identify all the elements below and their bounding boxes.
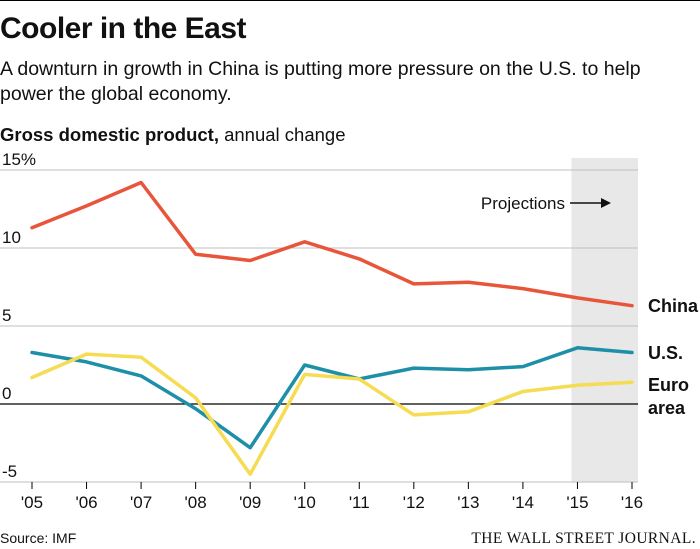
- series-label-china: China: [648, 296, 699, 316]
- projections-band: [571, 158, 638, 482]
- source-note: Source: IMF: [0, 530, 77, 546]
- chart-subtitle: A downturn in growth in China is putting…: [0, 58, 641, 105]
- gridlines: [0, 169, 638, 483]
- series-label-us: U.S.: [648, 343, 683, 363]
- x-axis-ticks: '05 '06 '07 '08 '09 '10 '11 '12 '13 '14 '15 '16: [21, 482, 643, 512]
- wsj-logo: THE WALL STREET JOURNAL.: [471, 530, 696, 547]
- projections-arrow-head: [601, 198, 611, 208]
- series-line-us: [30, 346, 634, 450]
- x-tick-label: '10: [294, 493, 316, 512]
- y-axis-tick-labels: 15% 10 5 0 -5: [2, 150, 36, 481]
- y-tick-label: -5: [2, 462, 17, 481]
- x-tick-label: '05: [21, 493, 43, 512]
- top-rule: [0, 0, 700, 1]
- series-label-euro-area: area: [648, 398, 686, 418]
- x-tick-label: '15: [566, 493, 588, 512]
- x-tick-label: '16: [621, 493, 643, 512]
- y-tick-label: 10: [2, 228, 21, 247]
- projections-label: Projections: [481, 194, 565, 213]
- projections-annotation: Projections: [481, 194, 611, 213]
- series-line-euro: [30, 352, 634, 476]
- y-tick-label: 15%: [2, 150, 36, 169]
- metric-label: Gross domestic product, annual change: [0, 124, 346, 146]
- x-tick-label: '07: [130, 493, 152, 512]
- metric-label-bold: Gross domestic product,: [0, 124, 219, 145]
- x-tick-label: '09: [239, 493, 261, 512]
- x-tick-label: '14: [512, 493, 534, 512]
- series-label-euro: Euro: [648, 375, 689, 395]
- y-tick-label: 0: [2, 384, 11, 403]
- metric-label-rest: annual change: [218, 124, 346, 145]
- x-tick-label: '11: [349, 493, 370, 512]
- series-lines: [30, 180, 634, 476]
- series-labels: China U.S. Euro area: [648, 296, 699, 418]
- x-tick-label: '13: [457, 493, 479, 512]
- y-tick-label: 5: [2, 306, 11, 325]
- x-tick-label: '12: [403, 493, 425, 512]
- chart-title: Cooler in the East: [0, 12, 247, 45]
- x-tick-label: '06: [75, 493, 97, 512]
- x-tick-label: '08: [185, 493, 207, 512]
- series-line-china: [30, 180, 634, 308]
